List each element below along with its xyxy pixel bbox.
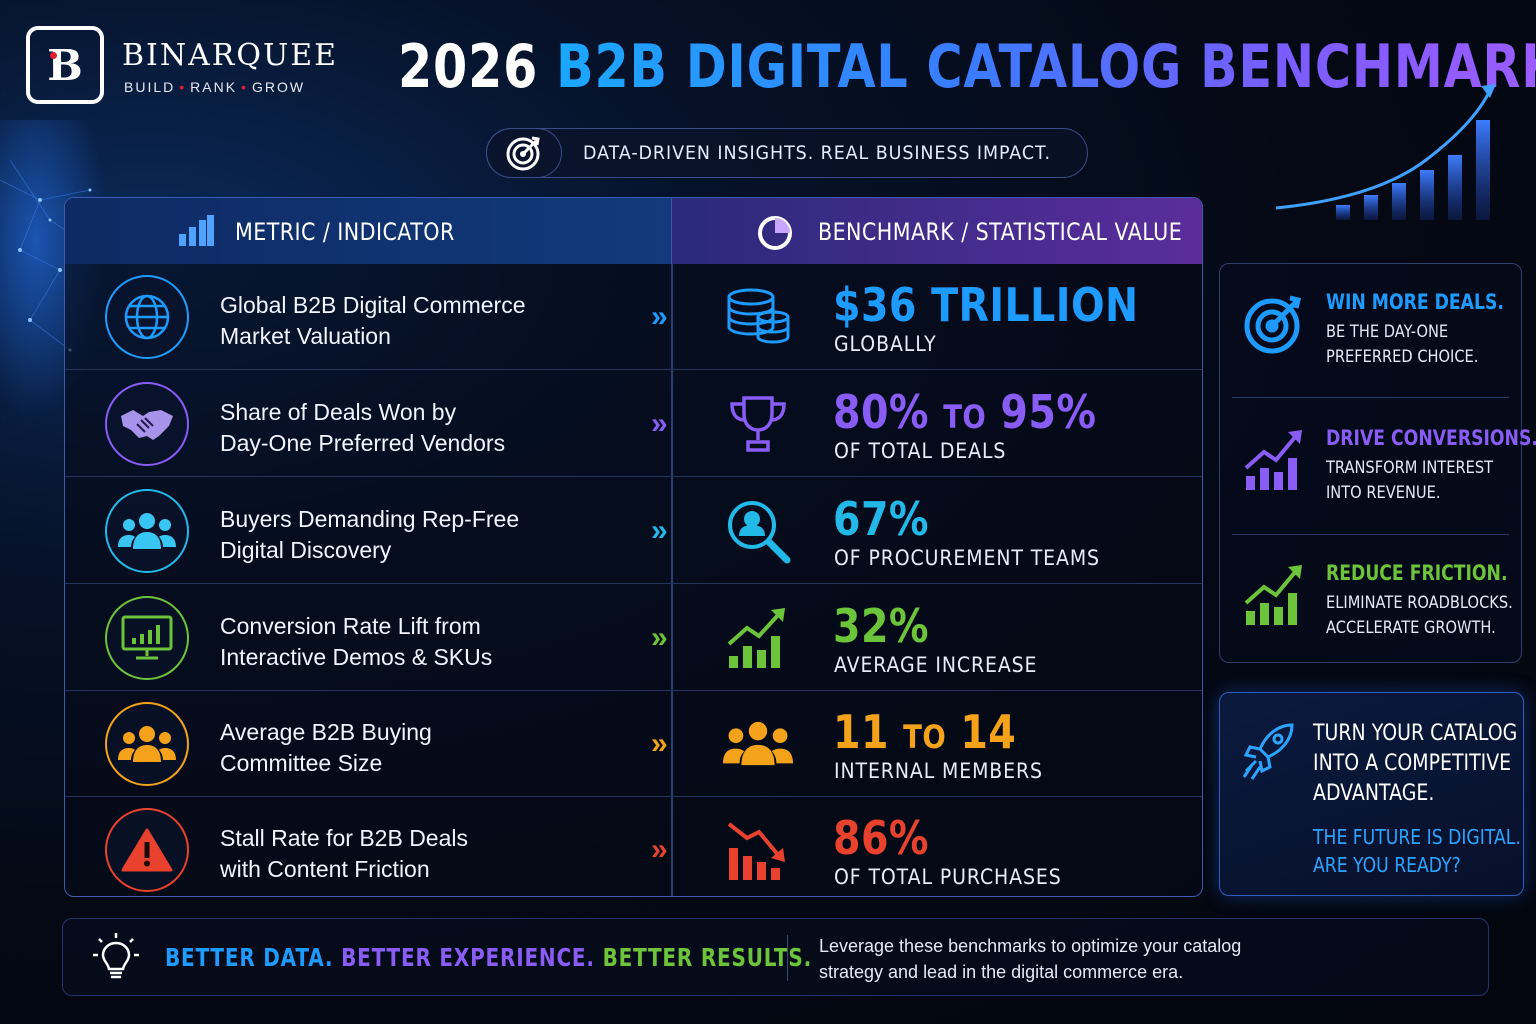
chevron-right-icon: » [651,514,668,547]
growth-chart-decoration [1276,84,1496,220]
chevron-right-icon: » [651,407,668,440]
subtitle-pill: DATA-DRIVEN INSIGHTS. REAL BUSINESS IMPA… [486,128,1088,178]
team-icon [105,702,189,786]
brand-logo: B [26,26,104,104]
footer-banner: BETTER DATA. BETTER EXPERIENCE. BETTER R… [62,918,1489,996]
pie-chart-icon [758,216,792,250]
metric-label: Conversion Rate Lift from Interactive Dem… [220,613,493,670]
chevron-right-icon: » [651,727,668,760]
benchmark-value: 80% TO 95% [833,385,1097,439]
target-icon [1244,295,1302,354]
benefit-text: TRANSFORM INTEREST INTO REVENUE. [1326,458,1494,503]
benchmark-value: $36 TRILLION [833,278,1139,332]
rocket-icon [1242,723,1294,780]
metric-label: Global B2B Digital Commerce Market Valuat… [220,292,526,349]
metric-label: Buyers Demanding Rep-Free Digital Discove… [220,506,520,563]
chevron-right-icon: » [651,833,668,866]
benchmark-value: 67% [833,492,929,546]
benefit-item: REDUCE FRICTION. ELIMINATE ROADBLOCKS. AC… [1220,535,1521,668]
column-divider [671,264,673,896]
logo-mark: B [47,40,83,90]
monitor-chart-icon [105,596,189,680]
chevron-right-icon: » [651,621,668,654]
subtitle-text: DATA-DRIVEN INSIGHTS. REAL BUSINESS IMPA… [583,142,1051,164]
decline-chart-icon [723,815,793,885]
target-icon [486,128,562,178]
growth-chart-icon [1244,565,1302,625]
handshake-icon [105,382,189,466]
metric-label: Average B2B Buying Committee Size [220,719,432,776]
benchmark-subtext: AVERAGE INCREASE [834,653,1038,677]
divider [787,935,788,981]
logo-dot [50,52,57,59]
table-header: METRIC / INDICATOR BENCHMARK / STATISTIC… [65,198,1202,264]
page-title: 2026 B2B DIGITAL CATALOG BENCHMARKS [398,32,1536,102]
benchmark-value: 11 TO 14 [833,705,1017,759]
table-row: Buyers Demanding Rep-Free Digital Discove… [65,478,1202,584]
benefit-item: WIN MORE DEALS. BE THE DAY-ONE PREFERRED … [1220,264,1521,397]
metric-label: Share of Deals Won by Day-One Preferred V… [220,399,506,456]
growth-chart-icon [723,603,793,673]
group-icon [723,709,793,779]
benefit-text: ELIMINATE ROADBLOCKS. ACCELERATE GROWTH. [1326,593,1513,638]
bar-chart-icon [179,215,214,246]
benefit-text: BE THE DAY-ONE PREFERRED CHOICE. [1326,322,1479,367]
benchmark-subtext: INTERNAL MEMBERS [834,759,1043,783]
brand-name: BINARQUEE [122,38,339,73]
benchmark-value: 32% [833,599,929,653]
benchmark-subtext: OF PROCUREMENT TEAMS [834,546,1100,570]
lightbulb-icon [93,933,139,979]
benefits-panel: WIN MORE DEALS. BE THE DAY-ONE PREFERRED … [1219,263,1536,663]
cta-subline: THE FUTURE IS DIGITAL. ARE YOU READY? [1313,825,1521,877]
benchmark-subtext: OF TOTAL PURCHASES [834,865,1062,889]
metric-label: Stall Rate for B2B Deals with Content Fri… [220,825,469,882]
table-row: Share of Deals Won by Day-One Preferred V… [65,371,1202,477]
footer-tagline: BETTER DATA. BETTER EXPERIENCE. BETTER R… [165,943,813,972]
trophy-icon [723,389,793,459]
brand-tagline: BUILD • RANK • GROW [124,79,306,95]
cta-panel: TURN YOUR CATALOG INTO A COMPETITIVE ADVAN… [1219,692,1524,896]
growth-chart-icon [1244,430,1302,490]
table-row: Global B2B Digital Commerce Market Valuat… [65,264,1202,370]
benchmark-subtext: OF TOTAL DEALS [834,439,1007,463]
divider [1232,534,1509,535]
benchmark-subtext: GLOBALLY [834,332,937,356]
footer-text: Leverage these benchmarks to optimize yo… [819,936,1242,982]
globe-icon [105,275,189,359]
warning-icon [105,808,189,892]
column-header-metric: METRIC / INDICATOR [65,198,671,264]
divider [1232,397,1509,398]
table-row: Average B2B Buying Committee Size » 11 TO… [65,691,1202,797]
column-header-value: BENCHMARK / STATISTICAL VALUE [671,198,1202,264]
benchmark-value: 86% [833,811,929,865]
chevron-right-icon: » [651,300,668,333]
benefit-item: DRIVE CONVERSIONS. TRANSFORM INTEREST INT… [1220,400,1536,533]
benchmark-table: METRIC / INDICATOR BENCHMARK / STATISTIC… [64,197,1203,897]
search-user-icon [723,496,793,566]
coin-stack-icon [723,282,793,352]
table-row: Conversion Rate Lift from Interactive Dem… [65,585,1202,691]
table-row: Stall Rate for B2B Deals with Content Fri… [65,797,1202,896]
cta-headline: TURN YOUR CATALOG INTO A COMPETITIVE ADVAN… [1313,721,1518,806]
users-icon [105,489,189,573]
